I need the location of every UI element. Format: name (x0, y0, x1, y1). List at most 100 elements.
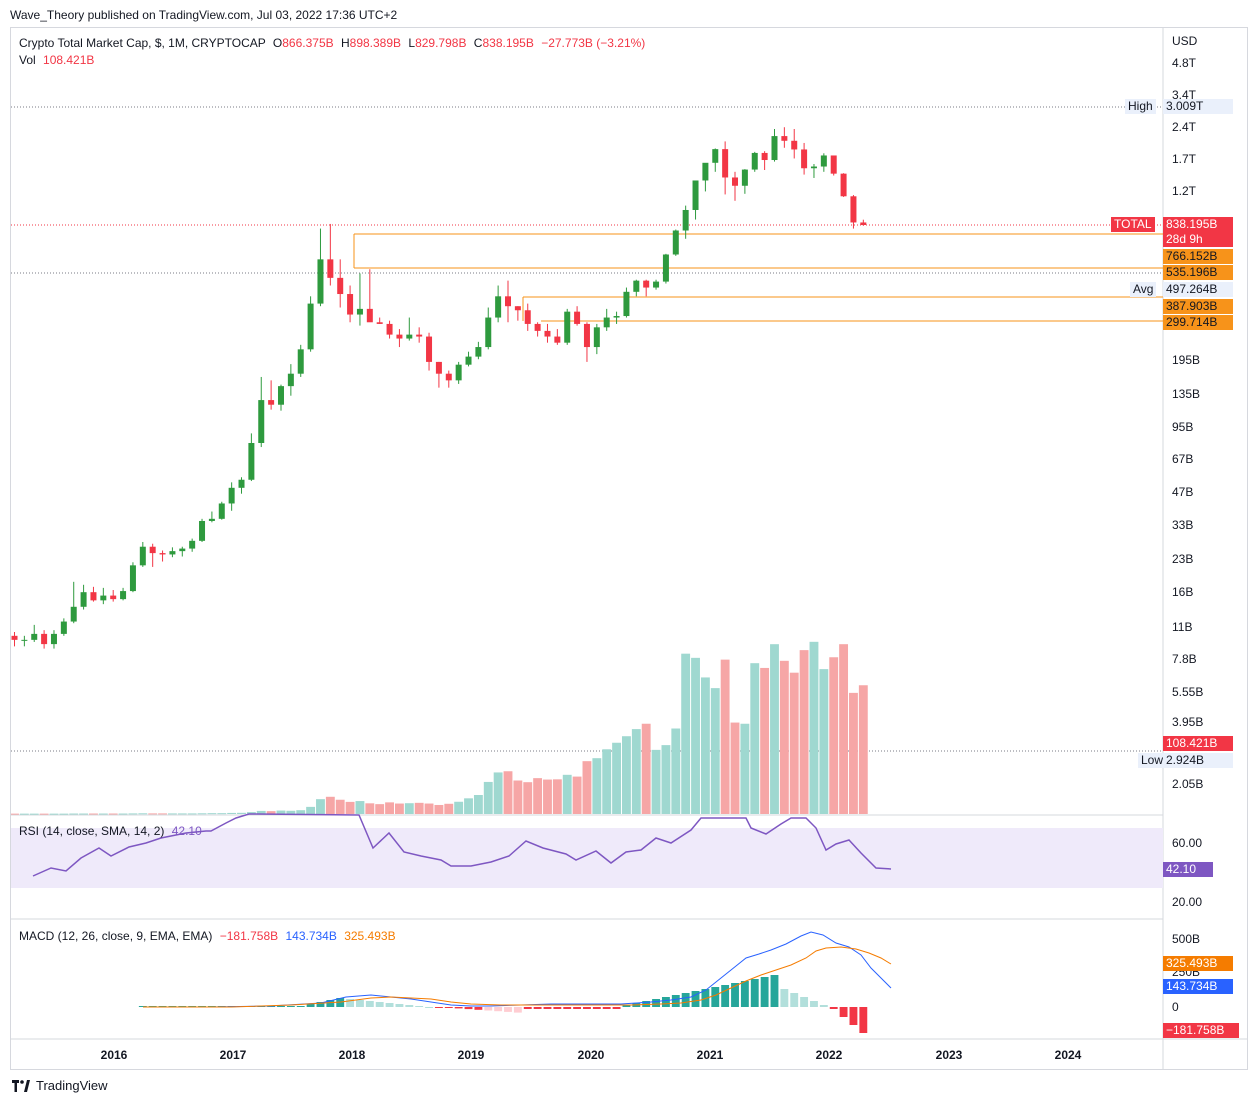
volume-bar-2016-03 (108, 813, 118, 815)
macd-hist-bar-2022-04 (829, 1007, 838, 1009)
macd-hist-value: −181.758B (219, 929, 279, 943)
candle-body-2020-11 (662, 254, 669, 282)
candle-body-2017-02 (218, 503, 225, 519)
price-tick: 2.4T (1172, 120, 1197, 134)
footer-brand[interactable]: TradingView (36, 1078, 108, 1093)
open-label: O (272, 36, 283, 50)
candle-body-2018-06 (376, 322, 383, 324)
macd-hist-bar-2020-06 (612, 1007, 621, 1009)
macd-hist-bar-2019-05 (484, 1007, 493, 1011)
volume-bar-2020-09 (641, 723, 651, 814)
volume-bar-2020-04 (592, 758, 602, 814)
price-tick: 4.8T (1172, 56, 1197, 70)
candles (11, 127, 867, 649)
volume-bar-2017-10 (296, 810, 306, 814)
macd-hist-bar-2021-11 (780, 989, 789, 1007)
high-label-badge: High (1125, 99, 1156, 114)
macd-hist-bar-2022-05 (839, 1007, 848, 1017)
close-label: C (473, 36, 483, 50)
volume-bar-2018-03 (345, 801, 355, 814)
indicator-tick: 500B (1172, 932, 1201, 946)
candle-body-2018-09 (406, 334, 413, 339)
candle-body-2020-02 (574, 311, 581, 324)
candle-body-2017-06 (258, 400, 265, 444)
candle-body-2020-07 (623, 291, 630, 317)
macd-hist-bar-2022-06 (849, 1007, 858, 1025)
volume-bar-2018-11 (424, 803, 434, 814)
volume-bar-2015-08 (39, 813, 49, 815)
candle-body-2018-02 (337, 277, 344, 295)
volume-bar-2021-07 (740, 723, 750, 814)
volume-bar-2020-11 (661, 745, 671, 814)
time-label-2023: 2023 (936, 1048, 963, 1062)
macd-hist-bar-2020-10 (652, 999, 660, 1007)
candle-body-2020-08 (633, 280, 640, 292)
chart-canvas[interactable]: 2016 2017 2018 2019 2020 2021 2022 2023 2024 (11, 28, 1247, 1069)
candle-body-2020-04 (593, 327, 600, 348)
macd-hist-bar-2022-01 (800, 997, 809, 1007)
symbol-name[interactable]: Crypto Total Market Cap, $, 1M, CRYPTOCA… (19, 36, 266, 50)
macd-hist-bar-2019-03 (464, 1007, 473, 1010)
rsi-band (11, 828, 1163, 888)
candle-body-2021-10 (771, 136, 778, 161)
total-value-badge: 838.195B (1163, 217, 1233, 232)
macd-hist-bar-2021-04 (711, 987, 720, 1007)
time-label-2017: 2017 (220, 1048, 247, 1062)
volume-bar-2016-08 (158, 813, 167, 815)
macd-hist-bar-2019-08 (513, 1007, 522, 1013)
macd-hist-bar-2020-05 (602, 1007, 611, 1009)
rsi-title[interactable]: RSI (14, close, SMA, 14, 2) (19, 824, 165, 838)
candle-body-2018-10 (416, 334, 423, 337)
macd-hist-bar-2020-03 (583, 1007, 591, 1009)
macd-hist-bar-2019-01 (444, 1007, 453, 1008)
macd-hist-bar-2022-03 (819, 1005, 828, 1007)
candle-body-2022-07 (860, 222, 867, 225)
candle-body-2018-05 (366, 308, 373, 323)
volume-bar-2021-11 (779, 660, 789, 814)
candle-body-2017-01 (208, 518, 215, 521)
candle-body-2021-09 (761, 152, 768, 161)
high-label: H (340, 36, 350, 50)
candle-body-2015-11 (70, 606, 77, 622)
candle-body-2020-10 (653, 281, 660, 288)
volume-label[interactable]: Vol (19, 53, 36, 67)
time-label-2018: 2018 (339, 1048, 366, 1062)
price-tick: 23B (1172, 552, 1194, 566)
candle-body-2019-02 (455, 364, 462, 381)
signal-line (143, 946, 892, 1008)
volume-badge: 108.421B (1163, 736, 1233, 751)
level-lines (353, 233, 1163, 322)
macd-title[interactable]: MACD (12, 26, close, 9, EMA, EMA) (19, 929, 213, 943)
volume-legend: Vol 108.421B (19, 53, 94, 67)
macd-hist-bar-2021-07 (740, 981, 749, 1007)
candle-body-2016-04 (120, 591, 127, 600)
volume-bar-2018-12 (434, 804, 444, 814)
chart-frame: 2016 2017 2018 2019 2020 2021 2022 2023 2024 Cry… (10, 27, 1248, 1070)
candle-body-2018-03 (347, 294, 354, 315)
volume-bar-2019-04 (473, 795, 483, 814)
candle-body-2016-12 (199, 520, 206, 541)
pane-separators (11, 28, 1247, 1069)
macd-hist-bar-2021-10 (770, 975, 779, 1007)
volume-bar-2019-05 (483, 781, 493, 814)
macd-line (143, 931, 892, 1008)
time-label-2024: 2024 (1055, 1048, 1082, 1062)
candle-body-2019-08 (514, 306, 521, 311)
macd-hist-bar-2019-12 (553, 1007, 562, 1009)
publisher-line: Wave_Theory published on TradingView.com… (10, 8, 398, 22)
low-label: L (408, 36, 416, 50)
macd-hist-bar-2018-04 (356, 1000, 364, 1007)
macd-hist-bar-2022-02 (810, 1001, 818, 1007)
candle-body-2017-12 (317, 259, 324, 304)
symbol-legend: Crypto Total Market Cap, $, 1M, CRYPTOCA… (19, 36, 645, 50)
rsi-badge: 42.10 (1163, 862, 1213, 877)
candle-body-2015-08 (41, 633, 48, 645)
macd-hist-bar-2021-01 (681, 993, 690, 1007)
candle-body-2019-04 (475, 347, 482, 357)
avg-value-badge: 497.264B (1163, 282, 1233, 297)
macd-hist-bar-2018-11 (425, 1007, 433, 1008)
candle-body-2018-12 (435, 361, 442, 374)
candle-body-2017-03 (228, 487, 235, 504)
macd-hist-bar-2018-09 (405, 1005, 414, 1007)
volume-bar-2017-08 (276, 810, 286, 814)
